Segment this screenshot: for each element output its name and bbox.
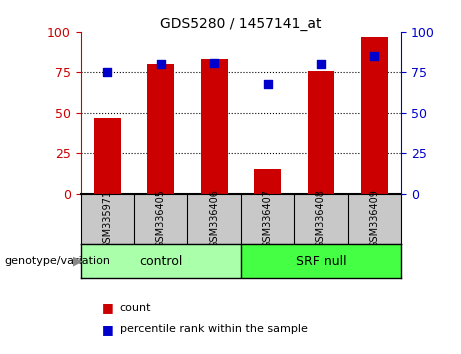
Bar bbox=[307, 71, 334, 194]
Bar bbox=[254, 170, 281, 194]
Point bbox=[371, 53, 378, 59]
Bar bbox=[201, 59, 228, 194]
Point bbox=[264, 81, 271, 86]
Point bbox=[157, 61, 165, 67]
Text: GSM335971: GSM335971 bbox=[102, 189, 112, 249]
Title: GDS5280 / 1457141_at: GDS5280 / 1457141_at bbox=[160, 17, 322, 31]
Text: control: control bbox=[139, 255, 183, 268]
Text: GSM336409: GSM336409 bbox=[369, 189, 379, 249]
Bar bbox=[241, 244, 401, 278]
Text: ▶: ▶ bbox=[73, 255, 82, 268]
Text: GSM336408: GSM336408 bbox=[316, 189, 326, 249]
Text: GSM336405: GSM336405 bbox=[156, 189, 166, 249]
Text: ■: ■ bbox=[101, 323, 113, 336]
Text: ■: ■ bbox=[101, 302, 113, 314]
Text: GSM336407: GSM336407 bbox=[263, 189, 272, 249]
Point bbox=[104, 69, 111, 75]
Text: SRF null: SRF null bbox=[296, 255, 346, 268]
Text: genotype/variation: genotype/variation bbox=[5, 256, 111, 266]
Point bbox=[211, 60, 218, 65]
Text: count: count bbox=[120, 303, 151, 313]
Bar bbox=[148, 64, 174, 194]
Text: GSM336406: GSM336406 bbox=[209, 189, 219, 249]
Text: percentile rank within the sample: percentile rank within the sample bbox=[120, 324, 308, 334]
Point bbox=[317, 61, 325, 67]
Bar bbox=[361, 37, 388, 194]
Bar bbox=[94, 118, 121, 194]
Bar bbox=[81, 244, 241, 278]
